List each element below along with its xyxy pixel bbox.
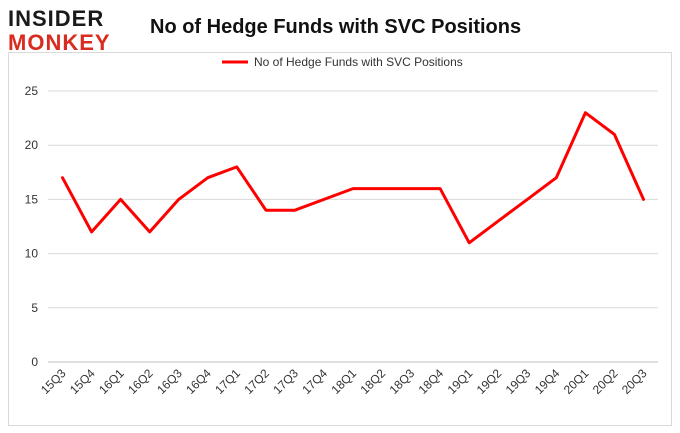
- x-tick-label: 18Q4: [416, 366, 447, 397]
- y-tick-label: 10: [25, 247, 39, 261]
- x-tick-label: 16Q1: [96, 366, 127, 397]
- x-tick-label: 16Q2: [125, 366, 156, 397]
- x-tick-label: 15Q4: [67, 366, 98, 397]
- chart-title: No of Hedge Funds with SVC Positions: [150, 16, 522, 38]
- x-tick-label: 17Q3: [270, 366, 301, 397]
- x-tick-label: 19Q3: [503, 366, 534, 397]
- legend-label: No of Hedge Funds with SVC Positions: [254, 55, 463, 69]
- x-tick-label: 19Q2: [474, 366, 505, 397]
- y-tick-label: 0: [31, 355, 38, 369]
- chart-frame: [8, 52, 672, 426]
- y-tick-label: 15: [25, 192, 39, 206]
- x-tick-label: 18Q2: [358, 366, 389, 397]
- x-tick-label: 16Q4: [183, 366, 214, 397]
- x-tick-label: 20Q3: [619, 366, 650, 397]
- y-tick-label: 5: [31, 301, 38, 315]
- x-tick-label: 17Q1: [212, 366, 243, 397]
- x-tick-label: 20Q1: [561, 366, 592, 397]
- x-tick-label: 17Q2: [241, 366, 272, 397]
- x-tick-label: 19Q4: [532, 366, 563, 397]
- logo-line-insider: INSIDER: [8, 6, 105, 31]
- y-tick-label: 20: [25, 138, 39, 152]
- x-tick-label: 19Q1: [445, 366, 476, 397]
- x-tick-label: 15Q3: [38, 366, 69, 397]
- insider-monkey-logo: INSIDER MONKEY: [8, 6, 128, 56]
- x-tick-label: 16Q3: [154, 366, 185, 397]
- x-tick-label: 18Q1: [328, 366, 359, 397]
- x-tick-label: 20Q2: [590, 366, 621, 397]
- x-tick-label: 17Q4: [299, 366, 330, 397]
- y-tick-label: 25: [25, 84, 39, 98]
- logo-line-monkey: MONKEY: [8, 30, 111, 55]
- x-tick-label: 18Q3: [387, 366, 418, 397]
